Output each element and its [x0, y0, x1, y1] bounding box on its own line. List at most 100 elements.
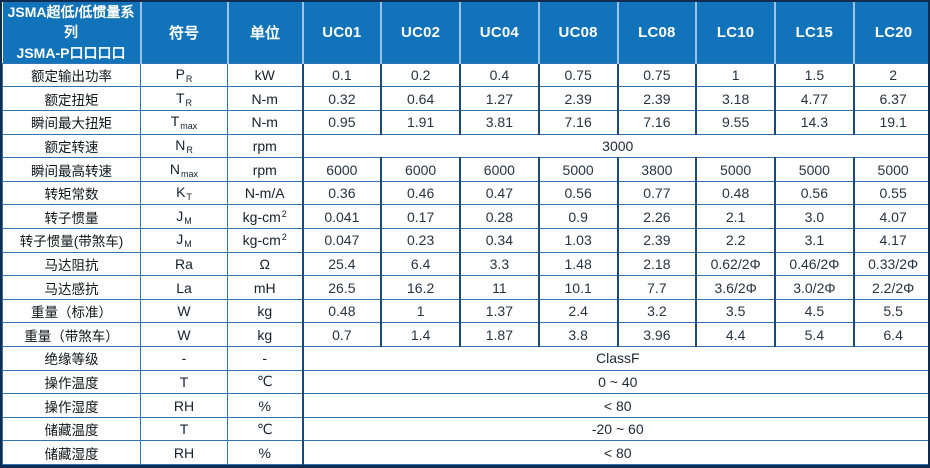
- cell-value: 0.17: [380, 204, 461, 230]
- row-label: 储藏湿度: [2, 440, 141, 465]
- cell-value: 1.4: [380, 322, 461, 348]
- cell-value: 1.87: [459, 322, 540, 348]
- table-header: JSMA超低/低惯量系列 JSMA-P口口口口 符号 单位 UC01 UC02 …: [2, 2, 928, 64]
- row-unit: rpm: [227, 157, 304, 182]
- cell-value: 3.0/2Φ: [774, 275, 855, 300]
- row-symbol: KT: [140, 180, 228, 206]
- series-title-line1: JSMA超低/低惯量系列: [7, 4, 135, 41]
- table-body: 额定输出功率 PR kW 0.1 0.2 0.4 0.75 0.75 1 1.5…: [2, 62, 928, 465]
- cell-value: 3.6/2Φ: [695, 275, 776, 300]
- table-row-insulation-class: 绝缘等级 - - ClassF: [2, 346, 928, 371]
- span-value: ClassF: [301, 346, 928, 371]
- cell-value: 2.18: [616, 251, 698, 277]
- cell-value: 0.36: [301, 180, 383, 206]
- cell-value: 1.91: [380, 110, 461, 135]
- cell-value: 1: [380, 298, 461, 324]
- row-symbol: -: [140, 346, 228, 371]
- cell-value: 5.5: [852, 298, 928, 324]
- cell-value: 26.5: [301, 275, 383, 300]
- row-symbol: W: [140, 322, 228, 348]
- row-symbol: JM: [140, 204, 228, 230]
- cell-value: 0.33/2Φ: [852, 251, 928, 277]
- cell-value: 5000: [852, 157, 928, 182]
- cell-value: 1.27: [459, 86, 540, 112]
- cell-value: 0.46: [380, 180, 461, 206]
- cell-value: 14.3: [774, 110, 855, 135]
- row-symbol: RH: [140, 393, 228, 418]
- cell-value: 0.041: [301, 204, 383, 230]
- row-unit: N-m/A: [227, 180, 304, 206]
- cell-value: 9.55: [695, 110, 776, 135]
- table-row-peak-torque: 瞬间最大扭矩 Tmax N-m 0.95 1.91 3.81 7.16 7.16…: [2, 110, 928, 135]
- cell-value: 2.39: [616, 86, 698, 112]
- cell-value: 4.17: [852, 228, 928, 253]
- row-label: 转子惯量: [2, 204, 141, 230]
- cell-value: 0.9: [537, 204, 619, 230]
- cell-value: 2.39: [616, 228, 698, 253]
- row-label: 转子惯量(带煞车): [2, 228, 141, 253]
- cell-value: 0.7: [301, 322, 383, 348]
- row-label: 瞬间最大扭矩: [2, 110, 141, 135]
- row-unit: ℃: [227, 369, 304, 395]
- row-symbol: TR: [140, 86, 228, 112]
- row-unit: kg-cm2: [227, 204, 304, 230]
- row-label: 额定输出功率: [2, 62, 141, 88]
- span-value: 3000: [301, 133, 928, 159]
- unit-column-header: 单位: [226, 2, 303, 64]
- row-symbol: W: [140, 298, 228, 324]
- cell-value: 1.03: [537, 228, 619, 253]
- row-symbol: NR: [140, 133, 228, 159]
- cell-value: 5000: [695, 157, 776, 182]
- table-row-rotor-inertia-brake: 转子惯量(带煞车) JM kg-cm2 0.047 0.23 0.34 1.03…: [2, 228, 928, 253]
- cell-value: 0.1: [301, 62, 383, 88]
- header-row: JSMA超低/低惯量系列 JSMA-P口口口口 符号 单位 UC01 UC02 …: [2, 2, 928, 64]
- table-row-motor-inductance: 马达感抗 La mH 26.5 16.2 11 10.1 7.7 3.6/2Φ …: [2, 275, 928, 300]
- cell-value: 0.46/2Φ: [774, 251, 855, 277]
- span-value: -20 ~ 60: [301, 416, 928, 442]
- cell-value: 0.2: [380, 62, 461, 88]
- cell-value: 6.4: [852, 322, 928, 348]
- row-symbol: La: [140, 275, 228, 300]
- cell-value: 10.1: [537, 275, 619, 300]
- table-row-storage-temperature: 储藏温度 T ℃ -20 ~ 60: [2, 416, 928, 442]
- cell-value: 2.26: [616, 204, 698, 230]
- cell-value: 4.07: [852, 204, 928, 230]
- table-row-rated-output-power: 额定输出功率 PR kW 0.1 0.2 0.4 0.75 0.75 1 1.5…: [2, 62, 928, 88]
- column-header-lc10: LC10: [695, 2, 775, 64]
- cell-value: 0.48: [301, 298, 383, 324]
- cell-value: 5000: [774, 157, 855, 182]
- row-unit: kg-cm2: [227, 228, 304, 253]
- cell-value: 2.1: [695, 204, 776, 230]
- cell-value: 6000: [380, 157, 461, 182]
- cell-value: 2: [852, 62, 928, 88]
- cell-value: 0.047: [301, 228, 383, 253]
- table-row-rated-speed: 额定转速 NR rpm 3000: [2, 133, 928, 159]
- row-unit: kg: [227, 322, 304, 348]
- cell-value: 3.1: [774, 228, 855, 253]
- row-unit: ℃: [227, 416, 304, 442]
- table-row-rotor-inertia: 转子惯量 JM kg-cm2 0.041 0.17 0.28 0.9 2.26 …: [2, 204, 928, 230]
- cell-value: 25.4: [301, 251, 383, 277]
- cell-value: 0.77: [616, 180, 698, 206]
- cell-value: 3.3: [459, 251, 540, 277]
- cell-value: 0.64: [380, 86, 461, 112]
- cell-value: 6000: [301, 157, 383, 182]
- table-row-operating-temperature: 操作温度 T ℃ 0 ~ 40: [2, 369, 928, 395]
- column-header-uc02: UC02: [380, 2, 460, 64]
- cell-value: 0.95: [301, 110, 383, 135]
- cell-value: 16.2: [380, 275, 461, 300]
- cell-value: 0.75: [537, 62, 619, 88]
- cell-value: 11: [459, 275, 540, 300]
- cell-value: 3.5: [695, 298, 776, 324]
- cell-value: 1: [695, 62, 776, 88]
- table-row-storage-humidity: 储藏湿度 RH % < 80: [2, 440, 928, 465]
- cell-value: 7.16: [616, 110, 698, 135]
- row-label: 转矩常数: [2, 180, 141, 206]
- cell-value: 3.8: [537, 322, 619, 348]
- cell-value: 2.4: [537, 298, 619, 324]
- column-header-lc15: LC15: [774, 2, 854, 64]
- cell-value: 19.1: [852, 110, 928, 135]
- cell-value: 0.75: [616, 62, 698, 88]
- series-title-line2: JSMA-P口口口口: [16, 44, 126, 61]
- row-label: 操作温度: [2, 369, 141, 395]
